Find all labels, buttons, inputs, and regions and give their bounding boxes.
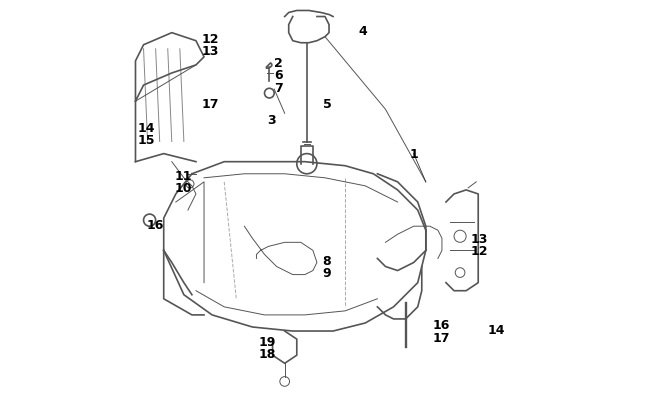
Text: 8: 8 xyxy=(322,254,332,267)
Text: 12: 12 xyxy=(202,33,219,46)
Text: 13: 13 xyxy=(202,45,219,58)
Text: 17: 17 xyxy=(202,98,219,111)
Text: 1: 1 xyxy=(410,148,418,161)
Text: 7: 7 xyxy=(274,81,283,94)
Text: 10: 10 xyxy=(174,182,192,195)
Text: 11: 11 xyxy=(174,170,192,183)
Text: 18: 18 xyxy=(259,347,276,360)
Text: 19: 19 xyxy=(259,335,276,348)
Text: 13: 13 xyxy=(471,232,488,245)
Text: 16: 16 xyxy=(146,218,164,231)
Text: 14: 14 xyxy=(488,323,505,336)
Text: 16: 16 xyxy=(432,319,450,332)
Text: 14: 14 xyxy=(138,122,155,134)
Text: 3: 3 xyxy=(267,113,276,126)
Text: 12: 12 xyxy=(471,244,488,257)
Text: 15: 15 xyxy=(138,134,155,147)
Text: 5: 5 xyxy=(322,98,332,111)
Text: 4: 4 xyxy=(359,25,368,38)
Text: 9: 9 xyxy=(322,266,332,279)
Text: 17: 17 xyxy=(432,331,450,344)
Text: 6: 6 xyxy=(274,69,283,82)
Text: 2: 2 xyxy=(274,57,283,70)
